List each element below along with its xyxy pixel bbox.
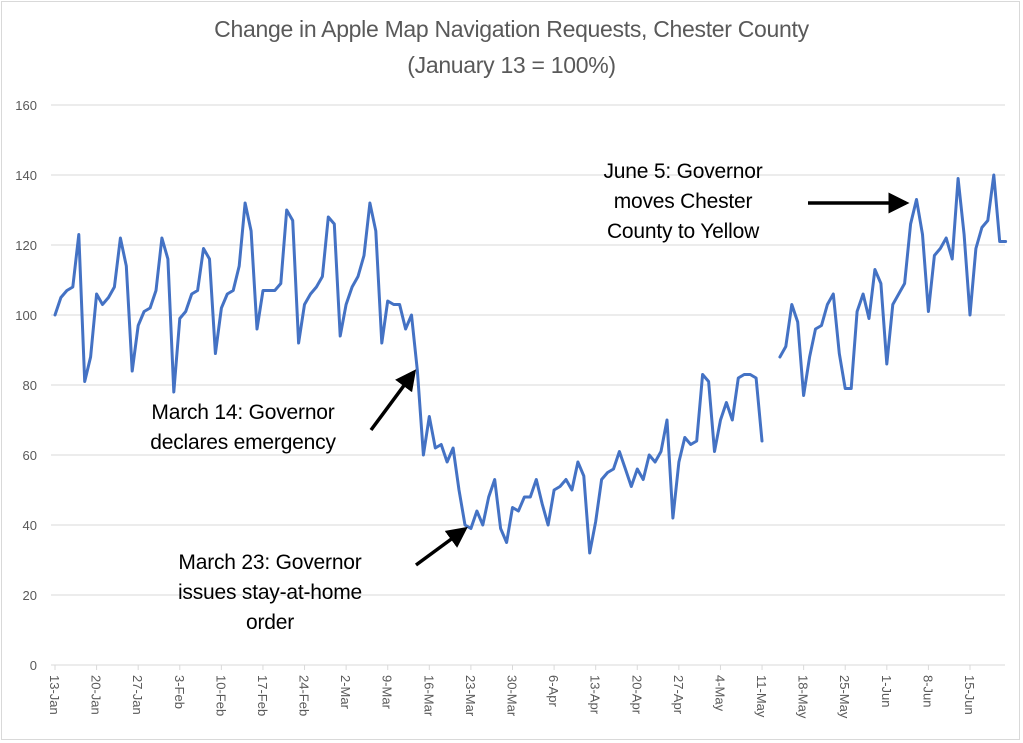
annotation-arrows — [369, 192, 910, 567]
x-tick-label: 15-Jun — [962, 675, 977, 715]
annotation-line: order — [245, 611, 295, 634]
x-tick-label: 3-Feb — [172, 675, 187, 709]
x-tick-label: 2-Mar — [338, 675, 353, 710]
y-axis-ticks: 0 20 40 60 80 100 120 140 160 — [15, 98, 37, 673]
x-tick-label: 27-Apr — [671, 675, 686, 715]
x-tick-label: 27-Jan — [130, 675, 145, 715]
x-tick-label: 13-Apr — [588, 675, 603, 715]
x-tick-label: 13-Jan — [47, 675, 62, 715]
x-tick-label: 4-May — [712, 675, 727, 712]
series-line-segment — [53, 201, 764, 555]
x-tick-label: 23-Mar — [463, 675, 478, 717]
x-tick-label: 20-Jan — [89, 675, 104, 715]
y-tick-label: 0 — [30, 658, 37, 673]
x-tick-label: 11-May — [754, 675, 769, 718]
x-tick-label: 10-Feb — [213, 675, 228, 716]
x-tick-label: 20-Apr — [629, 675, 644, 715]
x-axis-ticks: 13-Jan 20-Jan 27-Jan 3-Feb 10-Feb 17-Feb 24-Fe… — [47, 665, 977, 719]
y-tick-label: 40 — [23, 518, 37, 533]
x-tick-label: 9-Mar — [380, 675, 395, 710]
chart-title: Change in Apple Map Navigation Requests,… — [214, 16, 809, 42]
x-tick-label: 25-May — [837, 675, 852, 719]
annotation-line: March 23: Governor — [178, 551, 362, 574]
y-tick-label: 100 — [15, 308, 37, 323]
y-tick-label: 120 — [15, 238, 37, 253]
y-tick-label: 20 — [23, 588, 37, 603]
arrow-march-14 — [369, 369, 417, 432]
annotation-line: March 14: Governor — [151, 401, 335, 424]
annotation-line: declares emergency — [150, 431, 336, 454]
annotation-june-5: June 5: Governor moves Chester County to… — [568, 157, 798, 247]
arrow-march-23 — [414, 526, 468, 567]
series-points — [54, 174, 1006, 554]
x-tick-label: 18-May — [796, 675, 811, 719]
annotation-march-23: March 23: Governor issues stay-at-home o… — [150, 548, 390, 638]
annotation-line: moves Chester — [613, 190, 753, 213]
series-line-segment — [778, 173, 1008, 397]
chart-subtitle: (January 13 = 100%) — [407, 52, 616, 78]
y-tick-label: 60 — [23, 448, 37, 463]
x-tick-label: 8-Jun — [920, 675, 935, 708]
annotation-line: issues stay-at-home — [177, 581, 363, 604]
y-tick-label: 140 — [15, 168, 37, 183]
x-tick-label: 1-Jun — [879, 675, 894, 708]
x-tick-label: 17-Feb — [255, 675, 270, 716]
y-tick-label: 80 — [23, 378, 37, 393]
annotation-line: County to Yellow — [606, 220, 760, 243]
x-tick-label: 6-Apr — [546, 675, 561, 707]
y-tick-label: 160 — [15, 98, 37, 113]
series-lines — [53, 173, 1008, 555]
x-tick-label: 24-Feb — [297, 675, 312, 716]
x-tick-label: 30-Mar — [505, 675, 520, 717]
annotation-line: June 5: Governor — [603, 160, 763, 183]
annotation-march-14: March 14: Governor declares emergency — [118, 398, 368, 458]
x-tick-label: 16-Mar — [421, 675, 436, 717]
